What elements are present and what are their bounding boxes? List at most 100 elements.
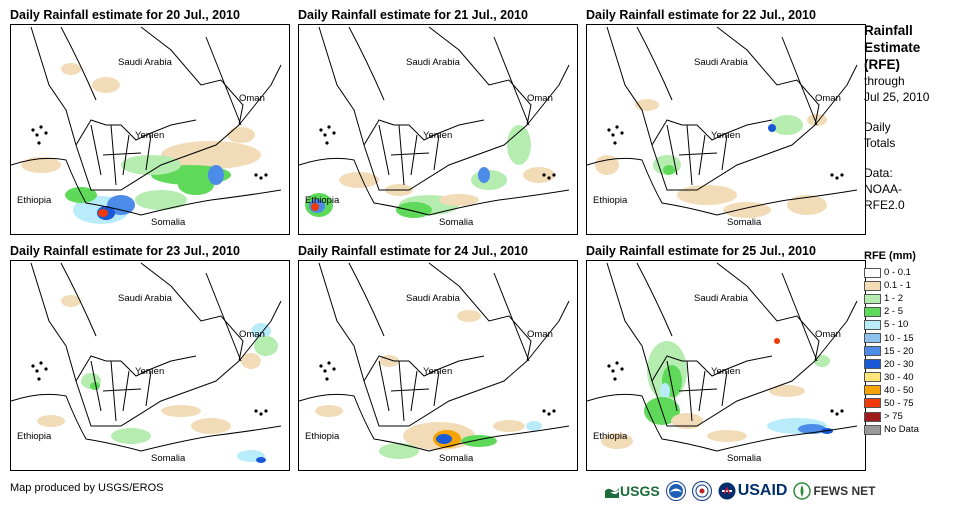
legend-item: 0.1 - 1	[864, 279, 964, 292]
label-oman: Oman	[527, 93, 553, 104]
rainfall-area	[774, 338, 780, 344]
rainfall-area	[65, 187, 97, 203]
label-saudi-arabia: Saudi Arabia	[694, 293, 748, 304]
rainfall-area	[595, 155, 619, 175]
panel-title: Daily Rainfall estimate for 21 Jul., 201…	[298, 8, 528, 22]
label-oman: Oman	[527, 329, 553, 340]
label-saudi-arabia: Saudi Arabia	[118, 293, 172, 304]
rainfall-area	[769, 385, 805, 397]
island-marker	[552, 409, 556, 413]
label-oman: Oman	[239, 329, 265, 340]
sidebar-daily: Daily	[864, 120, 891, 134]
border-line	[378, 360, 440, 422]
island-marker	[264, 409, 268, 413]
border-line	[299, 393, 570, 452]
island-marker	[830, 409, 834, 413]
island-marker	[325, 377, 329, 381]
border-line	[11, 393, 282, 452]
rainfall-area	[677, 185, 737, 205]
map-panel-1: Daily Rainfall estimate for 20 Jul., 201…	[10, 6, 292, 235]
rainfall-area	[601, 433, 633, 449]
rainfall-map: Saudi Arabia Oman Yemen Ethiopia Somalia	[586, 260, 866, 471]
rainfall-area	[135, 190, 187, 210]
map-canvas	[587, 26, 858, 218]
fews-net-logo: FEWS NET	[793, 482, 875, 500]
island-marker	[552, 173, 556, 177]
legend-label: 15 - 20	[884, 345, 914, 357]
border-line	[205, 36, 242, 126]
island-marker	[31, 364, 35, 368]
map-canvas	[299, 26, 570, 218]
island-marker	[39, 361, 43, 365]
panel-title: Daily Rainfall estimate for 24 Jul., 201…	[298, 244, 528, 258]
rainfall-area	[61, 295, 81, 307]
rainfall-area	[241, 353, 261, 369]
border-line	[606, 262, 820, 427]
rainfall-map: Saudi Arabia Oman Yemen Ethiopia Somalia	[586, 24, 866, 235]
rainfall-area	[161, 405, 201, 417]
legend-item: 50 - 75	[864, 397, 964, 410]
rainfall-area	[526, 421, 542, 431]
island-marker	[542, 173, 546, 177]
island-marker	[44, 367, 48, 371]
map-panel-6: Daily Rainfall estimate for 25 Jul., 201…	[586, 242, 868, 471]
island-marker	[620, 367, 624, 371]
legend-label: 20 - 30	[884, 358, 914, 370]
island-marker	[31, 128, 35, 132]
rainfall-area	[254, 336, 278, 356]
legend-swatch	[864, 372, 881, 383]
island-marker	[332, 131, 336, 135]
island-marker	[611, 369, 615, 373]
legend-item: No Data	[864, 423, 964, 436]
legend-label: 30 - 40	[884, 371, 914, 383]
island-marker	[254, 173, 258, 177]
rainfall-area	[111, 428, 151, 444]
map-panel-4: Daily Rainfall estimate for 23 Jul., 201…	[10, 242, 292, 471]
legend-swatch	[864, 424, 881, 435]
legend-title: RFE (mm)	[864, 250, 916, 262]
border-line	[526, 64, 570, 126]
border-line	[30, 262, 244, 427]
label-ethiopia: Ethiopia	[17, 195, 52, 206]
dhs-seal-logo	[691, 481, 712, 501]
label-yemen: Yemen	[135, 366, 165, 377]
rainfall-area	[723, 202, 771, 218]
island-marker	[37, 377, 41, 381]
legend-label: 1 - 2	[884, 293, 904, 305]
rainfall-area	[161, 141, 261, 169]
island-marker	[835, 412, 839, 416]
border-line	[299, 157, 570, 216]
rainfall-area	[436, 434, 452, 444]
label-somalia: Somalia	[151, 217, 186, 228]
rainfall-area	[523, 167, 555, 183]
legend-label: 5 - 10	[884, 319, 909, 331]
sidebar-totals: Totals	[864, 136, 896, 150]
legend-item: 15 - 20	[864, 345, 964, 358]
label-somalia: Somalia	[727, 453, 762, 464]
island-marker	[547, 412, 551, 416]
border-line	[60, 26, 97, 101]
legend-item: 2 - 5	[864, 305, 964, 318]
map-canvas	[11, 26, 282, 224]
noaa-logo	[665, 481, 686, 501]
island-marker	[611, 133, 615, 137]
legend-item: 1 - 2	[864, 292, 964, 305]
island-marker	[607, 364, 611, 368]
rainfall-area	[315, 405, 343, 417]
island-marker	[840, 409, 844, 413]
rainfall-area	[768, 124, 776, 132]
rainfall-area	[396, 202, 432, 218]
rainfall-area	[311, 203, 319, 211]
rainfall-area	[92, 77, 120, 93]
border-line	[587, 157, 858, 216]
border-line	[318, 26, 532, 191]
legend-item: 10 - 15	[864, 331, 964, 344]
rainfall-area	[787, 195, 827, 215]
island-marker	[39, 125, 43, 129]
island-marker	[615, 361, 619, 365]
sidebar-title: Rainfall Estimate (RFE)	[864, 23, 921, 72]
label-oman: Oman	[815, 93, 841, 104]
border-line	[238, 300, 282, 362]
rainfall-area	[256, 457, 266, 463]
